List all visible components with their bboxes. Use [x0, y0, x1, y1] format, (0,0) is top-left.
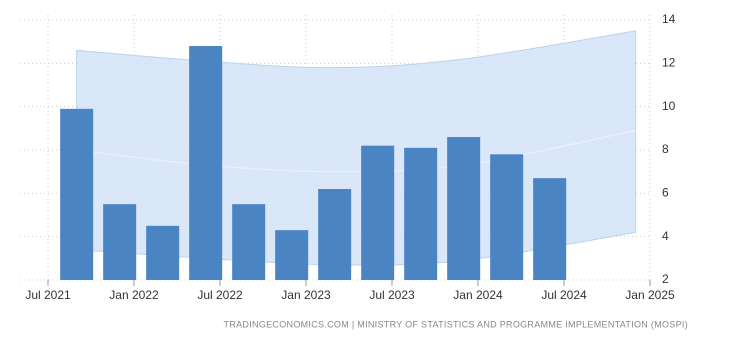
bar [318, 189, 352, 280]
x-tick-label: Jul 2021 [25, 288, 71, 302]
bar [533, 178, 567, 280]
bar [404, 147, 438, 280]
bar [447, 137, 481, 280]
y-tick-label: 14 [662, 12, 676, 26]
x-tick-label: Jan 2025 [625, 288, 675, 302]
y-tick-label: 6 [662, 186, 669, 200]
bar [361, 145, 395, 280]
bar [232, 204, 266, 280]
bar [275, 230, 309, 280]
y-tick-label: 4 [662, 229, 669, 243]
bar [60, 108, 94, 280]
y-tick-label: 12 [662, 56, 676, 70]
x-tick-label: Jul 2022 [197, 288, 243, 302]
source: TRADINGECONOMICS.COM | MINISTRY OF STATI… [224, 319, 688, 329]
y-tick-label: 2 [662, 272, 669, 286]
x-tick-label: Jan 2024 [453, 288, 503, 302]
forecast-mid [76, 129, 636, 173]
bar [189, 46, 223, 280]
x-tick-label: Jul 2023 [369, 288, 415, 302]
y-tick-label: 8 [662, 142, 669, 156]
bar [103, 204, 137, 280]
y-tick-label: 10 [662, 99, 676, 113]
x-tick-label: Jan 2022 [109, 288, 159, 302]
x-tick-label: Jan 2023 [281, 288, 331, 302]
bar [490, 154, 524, 280]
x-tick-label: Jul 2024 [541, 288, 587, 302]
bar [146, 225, 180, 280]
